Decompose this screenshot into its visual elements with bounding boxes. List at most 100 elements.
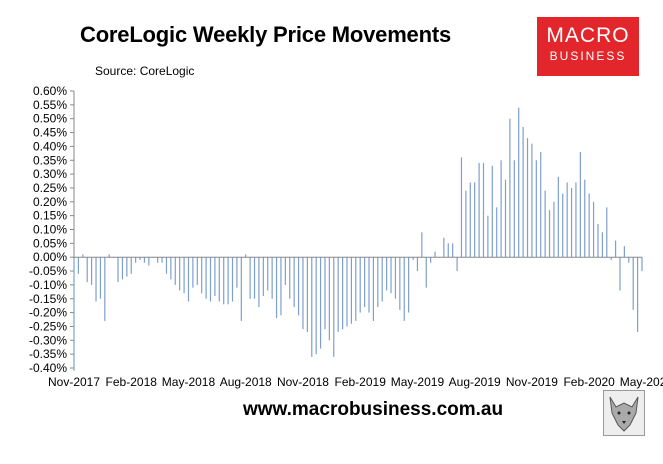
bar [456,257,458,272]
bar [394,257,397,299]
bar [526,138,529,258]
bar [447,243,449,258]
bar [262,257,264,296]
bar [117,257,119,283]
bar [328,257,330,341]
bar [557,176,559,258]
bar [337,257,339,332]
bar [135,257,137,263]
x-tick-label: Nov-2017 [48,375,100,389]
bar [364,257,366,308]
bar [403,257,405,321]
bar [518,107,520,258]
x-tick-label: May-2018 [162,375,216,389]
bar [566,182,568,258]
bar [562,193,564,258]
x-tick-label: Feb-2020 [563,375,615,389]
bar [588,193,590,258]
bar [231,257,234,302]
bar [139,257,141,260]
bar [535,160,537,258]
bar [368,257,370,313]
x-tick-label: Aug-2019 [449,375,501,389]
bar [504,179,507,258]
y-tick-label: 0.15% [33,209,67,223]
bar [311,257,313,357]
logo-bottom-text: BUSINESS [549,49,627,63]
x-tick-label: May-2020 [620,375,663,389]
bar [628,257,630,263]
bar [416,257,419,272]
y-tick-label: 0.55% [33,98,67,112]
macrobusiness-logo: MACRO BUSINESS [537,17,639,76]
bar [302,257,304,330]
bar [289,257,291,299]
bar [143,257,146,263]
bar [267,257,269,291]
bar [192,257,194,288]
bar [82,254,84,258]
bar [522,127,524,258]
bar [355,257,357,321]
chart-source: Source: CoreLogic [95,64,195,78]
bar [227,257,229,305]
bar [201,257,203,294]
bar [209,257,212,302]
bar [465,190,467,258]
bar [324,257,326,330]
bar [623,246,625,258]
bar [500,160,502,258]
bar [271,257,273,299]
bar [126,257,128,277]
x-tick-label: Aug-2018 [220,375,272,389]
bar [183,257,185,294]
bar [157,257,159,263]
bar [390,257,392,294]
bar [341,257,344,330]
bar [553,201,555,258]
bar [531,143,533,258]
bar [408,257,410,313]
bar [306,257,308,332]
bar [86,257,88,283]
bar [474,182,476,258]
bar [372,257,375,321]
y-tick-label: -0.10% [29,278,67,292]
bar [223,257,225,305]
bar [434,251,436,258]
bar [196,257,198,285]
bar [478,163,480,258]
y-tick-label: 0.05% [33,236,67,250]
bar [540,151,542,258]
bar [592,201,595,258]
bar [297,257,300,316]
bar [240,257,242,321]
bar [275,257,278,319]
bar [575,182,577,258]
bar [421,232,423,258]
bar [614,240,617,258]
bar [350,257,352,324]
bar [205,257,207,299]
bar [315,257,317,355]
bar [346,257,348,327]
y-tick-label: 0.60% [33,84,67,98]
bar [121,257,124,280]
bar [91,257,93,285]
bar [319,257,322,349]
y-tick-label: 0.20% [33,195,67,209]
bar [386,257,388,291]
y-tick-label: -0.40% [29,361,67,375]
y-tick-label: 0.10% [33,223,67,237]
y-tick-label: 0.45% [33,126,67,140]
bar [174,257,176,285]
y-tick-label: -0.20% [29,306,67,320]
bar [359,257,361,313]
bar [258,257,260,308]
bar [187,257,190,302]
y-tick-label: -0.30% [29,333,67,347]
bar [245,254,247,258]
bar [513,160,515,258]
bar [443,237,445,258]
chart-title: CoreLogic Weekly Price Movements [80,22,451,47]
